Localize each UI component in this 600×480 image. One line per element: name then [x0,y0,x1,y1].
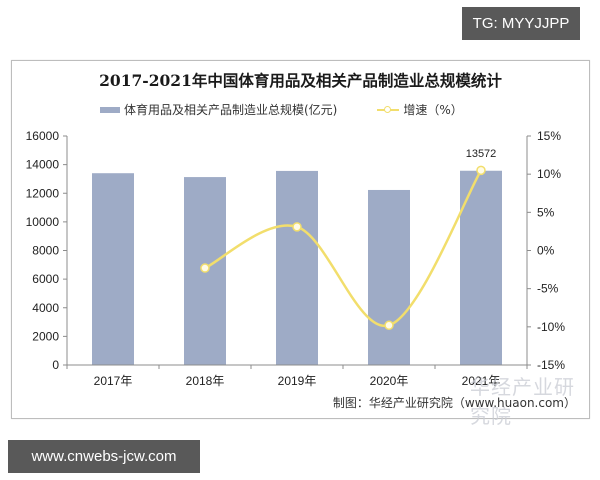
legend-line-swatch [377,105,400,113]
chart-frame: 2017-2021年中国体育用品及相关产品制造业总规模统计 体育用品及相关产品制… [11,60,590,428]
line-series [200,165,486,331]
watermark: 华经产业研究院 [470,375,575,428]
left-axis: 0 2000 4000 6000 8000 10000 12000 14000 16000 [26,129,68,372]
line-marker [476,165,486,176]
right-axis: -15% -10% -5% 0% 5% 10% 15% [526,129,565,372]
annotations: 13572 [466,148,497,160]
chart-title: 2017-2021年中国体育用品及相关产品制造业总规模统计 [99,71,502,90]
bar-series [92,170,502,365]
x-axis-label: 2017年 [94,374,133,388]
right-axis-tick: 5% [537,205,555,219]
line-marker [200,263,210,273]
x-axis-label: 2020年 [370,374,409,388]
left-axis-tick: 10000 [26,215,60,229]
right-axis-tick: -5% [537,282,559,296]
right-axis-tick: -15% [537,358,565,372]
bar [276,170,318,365]
left-axis-tick: 8000 [32,244,59,258]
right-axis-tick: -10% [537,320,565,334]
tg-badge: TG: MYYJJPP [462,7,580,40]
legend-bar-label: 体育用品及相关产品制造业总规模(亿元) [124,103,338,117]
x-axis-label: 2018年 [186,374,225,388]
plot-area: 0 2000 4000 6000 8000 10000 12000 14000 16000 -1… [26,129,566,388]
left-axis-tick: 14000 [26,158,60,172]
left-axis-tick: 6000 [32,272,59,286]
line-marker [384,320,394,331]
legend-line-label: 增速（%） [403,103,463,117]
legend-bar-swatch [100,106,120,113]
bar [460,170,502,365]
x-axis-label: 2021年 [462,374,501,388]
bar [368,189,410,365]
right-axis-tick: 0% [537,244,555,258]
x-axis-label: 2019年 [278,374,317,388]
left-axis-tick: 2000 [32,329,59,343]
left-axis-tick: 0 [52,358,59,372]
left-axis-tick: 12000 [26,186,60,200]
chart-legend: 体育用品及相关产品制造业总规模(亿元) 增速（%） [100,101,463,118]
left-axis-tick: 16000 [26,129,60,143]
line-marker [292,222,302,232]
x-axis: 2017年 2018年 2019年 2020年 2021年 [66,364,528,388]
right-axis-tick: 10% [537,167,561,181]
site-badge: www.cnwebs-jcw.com [8,440,200,473]
bar [92,173,134,365]
right-axis-tick: 15% [537,129,561,143]
data-label: 13572 [466,148,497,160]
source-credit: 制图：华经产业研究院（www.huaon.com） [332,396,576,410]
left-axis-tick: 4000 [32,301,59,315]
